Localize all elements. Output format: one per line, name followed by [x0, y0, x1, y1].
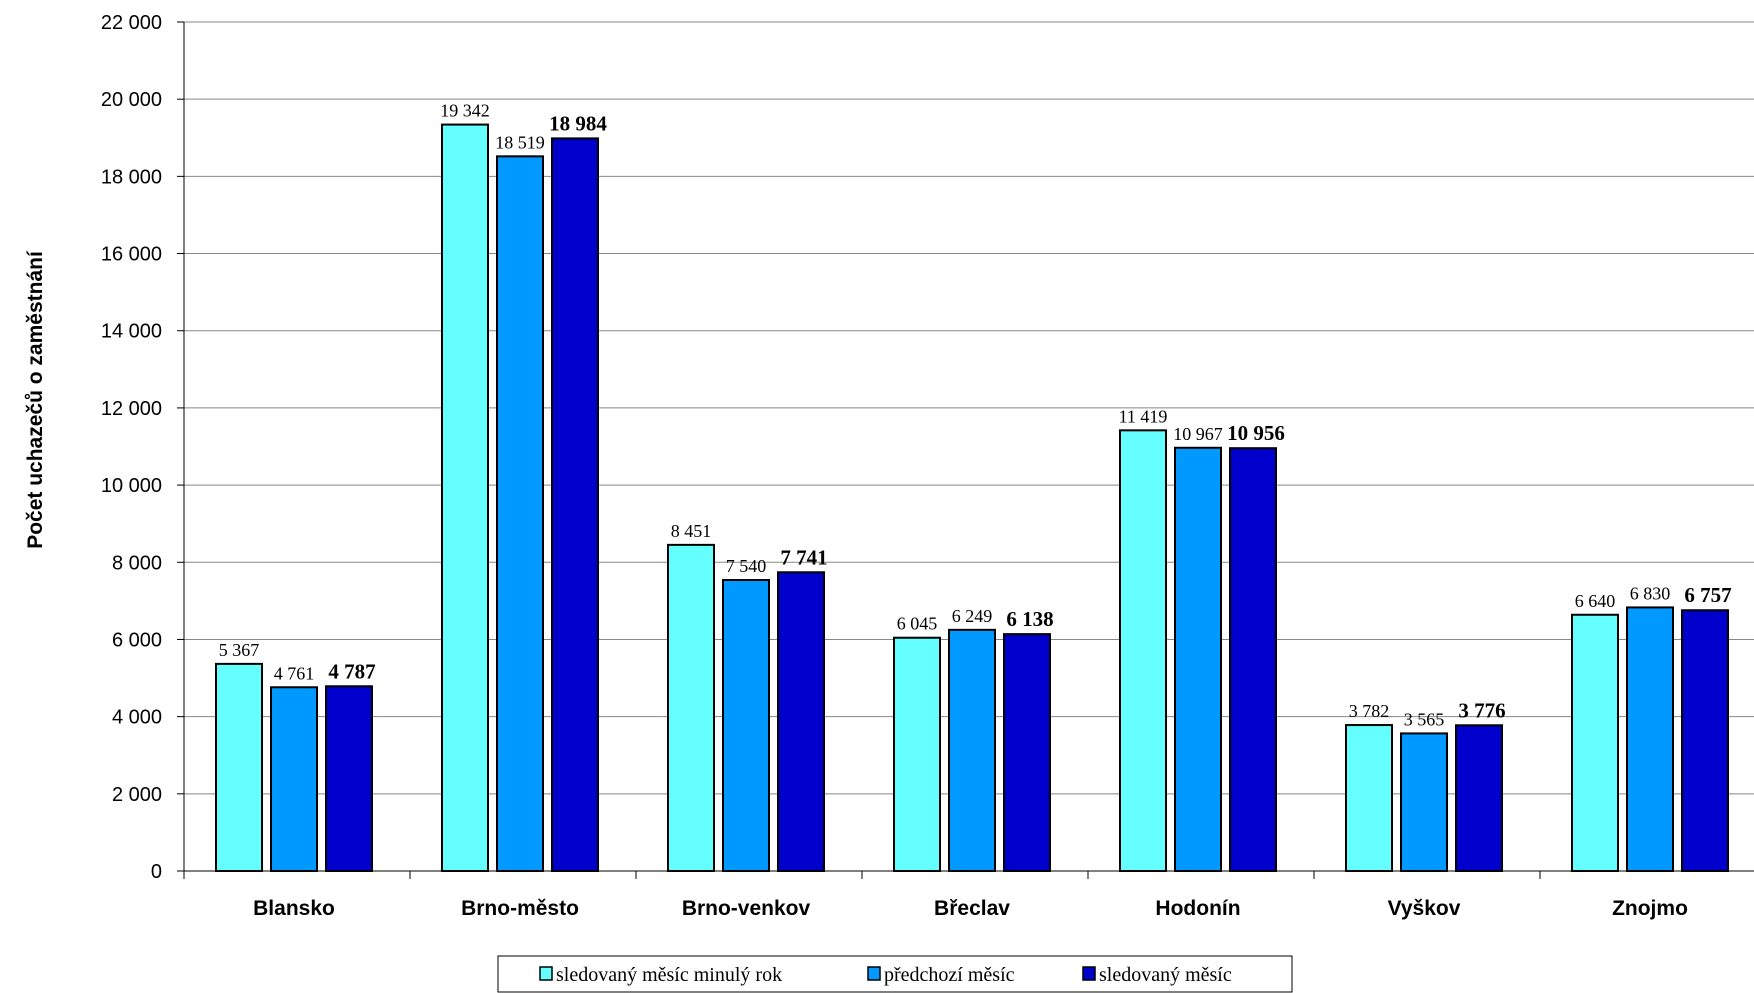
x-tick-label: Břeclav [934, 897, 1010, 920]
data-label: 4 761 [274, 663, 315, 683]
bar [949, 630, 995, 871]
y-tick-label: 8 000 [112, 552, 162, 574]
y-tick-label: 2 000 [112, 784, 162, 806]
y-tick-label: 0 [151, 861, 162, 883]
data-label: 7 540 [726, 556, 767, 576]
y-axis-title: Počet uchazečů o zaměstnání [24, 250, 47, 549]
data-label: 3 776 [1458, 698, 1505, 722]
data-label: 8 451 [671, 521, 712, 541]
data-label: 19 342 [440, 101, 490, 121]
data-label: 18 984 [549, 111, 607, 135]
bar [1230, 448, 1276, 871]
y-tick-label: 12 000 [101, 398, 162, 420]
bar [1175, 448, 1221, 871]
bar [723, 580, 769, 871]
data-label: 10 956 [1227, 421, 1285, 445]
data-label: 6 640 [1575, 591, 1616, 611]
data-label: 10 967 [1173, 424, 1223, 444]
x-tick-label: Brno-venkov [682, 897, 811, 920]
bars [216, 125, 1728, 871]
y-axis: 0 2 000 4 000 6 000 8 000 10 000 12 000 14 000 1… [101, 12, 184, 883]
y-tick-label: 4 000 [112, 707, 162, 729]
x-tick-label: Znojmo [1612, 897, 1688, 920]
bar [778, 572, 824, 871]
bar [894, 638, 940, 871]
bar [668, 545, 714, 871]
y-tick-label: 10 000 [101, 475, 162, 497]
bar [552, 138, 598, 871]
legend-swatch [540, 967, 552, 980]
bar [1401, 733, 1447, 871]
data-label: 4 787 [328, 659, 375, 683]
data-label: 6 830 [1630, 583, 1671, 603]
x-tick-label: Hodonín [1155, 897, 1240, 920]
data-label: 6 138 [1006, 607, 1053, 631]
x-axis: Blansko Brno-město Brno-venkov Břeclav Hodon… [184, 871, 1754, 920]
x-tick-label: Brno-město [461, 897, 579, 920]
bar [1456, 725, 1502, 871]
bar [1004, 634, 1050, 871]
data-label: 7 741 [780, 545, 827, 569]
data-label: 18 519 [495, 132, 545, 152]
x-tick-label: Vyškov [1388, 897, 1461, 920]
y-tick-label: 6 000 [112, 629, 162, 651]
y-tick-label: 18 000 [101, 166, 162, 188]
bar [497, 156, 543, 871]
x-tick-label: Blansko [253, 897, 335, 920]
legend-label: sledovaný měsíc [1099, 964, 1232, 986]
bar [271, 687, 317, 871]
data-label: 3 565 [1404, 709, 1445, 729]
bar [1572, 615, 1618, 871]
legend: sledovaný měsíc minulý rok předchozí měsí… [498, 956, 1292, 992]
data-label: 6 045 [897, 614, 938, 634]
data-label: 5 367 [219, 640, 260, 660]
y-tick-label: 20 000 [101, 89, 162, 111]
legend-swatch [1083, 967, 1095, 980]
bar [216, 664, 262, 871]
legend-label: sledovaný měsíc minulý rok [556, 964, 782, 986]
y-tick-label: 22 000 [101, 12, 162, 34]
bar [326, 686, 372, 871]
legend-label: předchozí měsíc [884, 964, 1015, 986]
data-label: 11 419 [1119, 406, 1168, 426]
bar [1346, 725, 1392, 871]
data-label: 6 757 [1684, 583, 1731, 607]
data-label: 3 782 [1349, 701, 1390, 721]
y-tick-label: 16 000 [101, 244, 162, 266]
data-label: 6 249 [952, 606, 993, 626]
bar [442, 125, 488, 871]
bar [1120, 430, 1166, 871]
bar [1682, 610, 1728, 871]
legend-swatch [868, 967, 880, 980]
y-tick-label: 14 000 [101, 321, 162, 343]
bar [1627, 607, 1673, 871]
